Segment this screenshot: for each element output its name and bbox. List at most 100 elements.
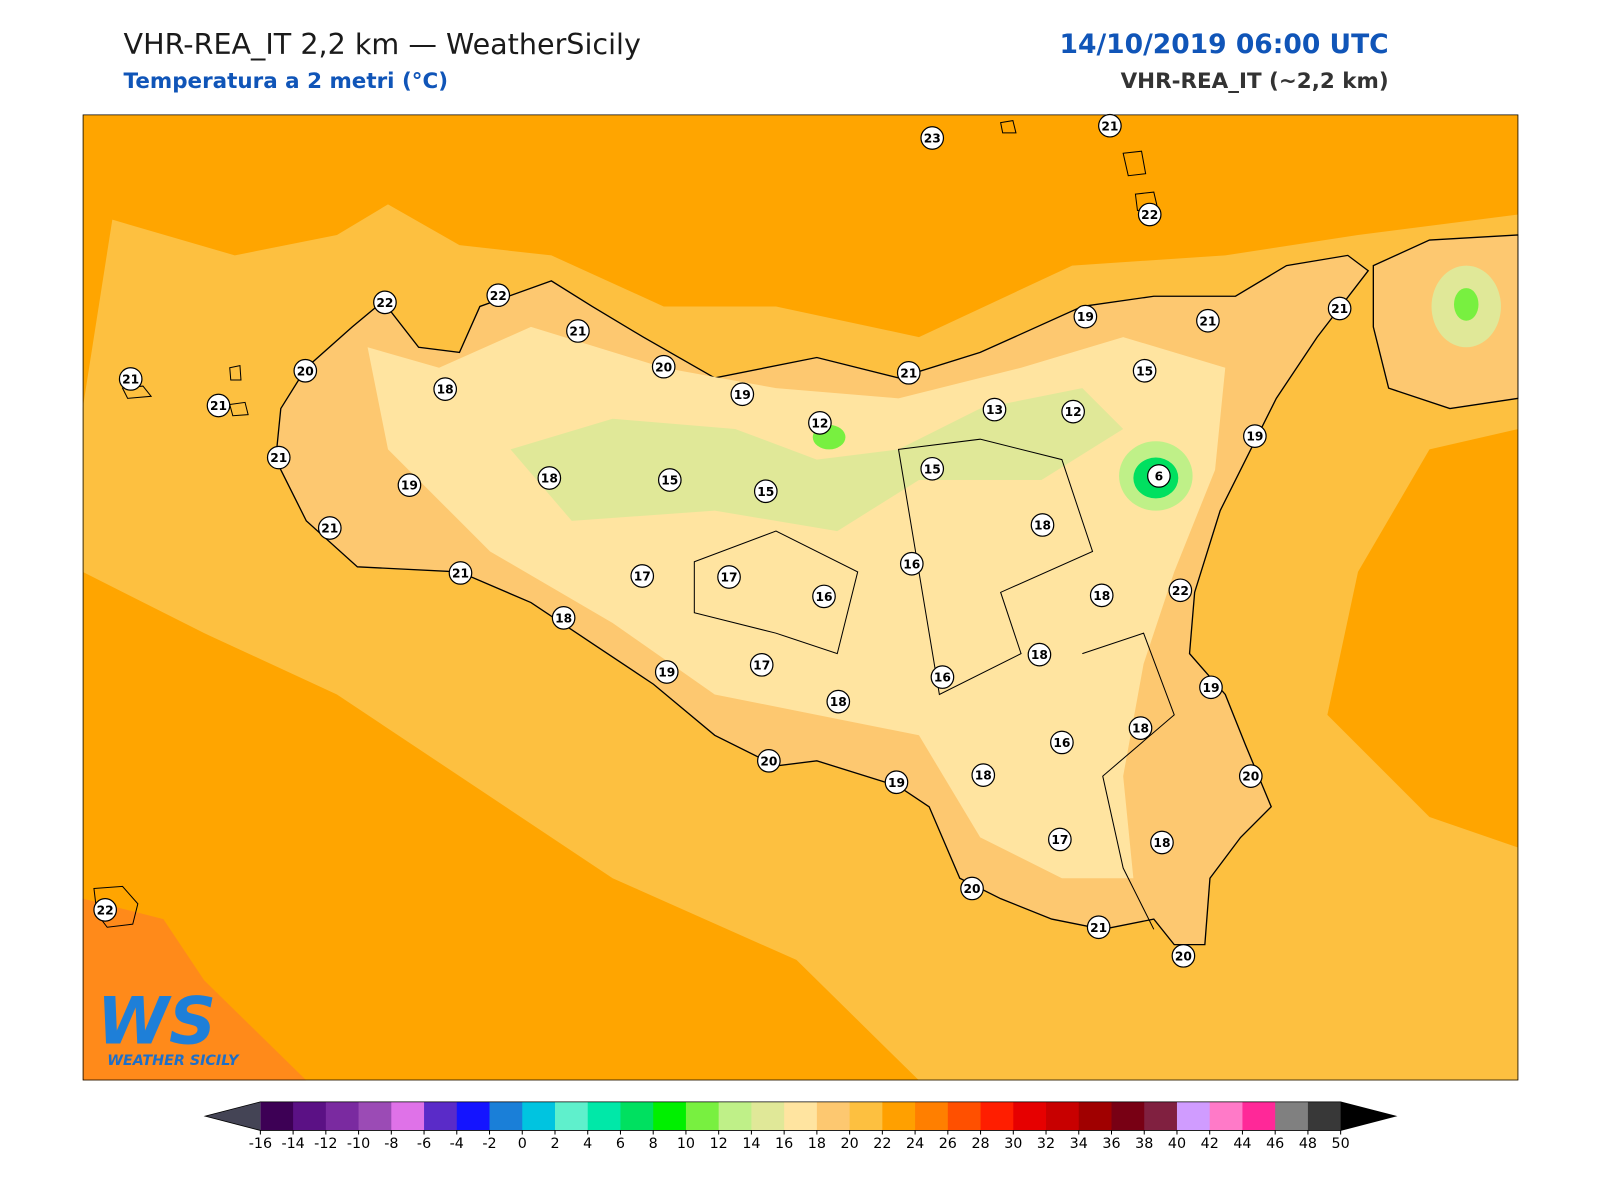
station-marker [1171, 943, 1196, 968]
station-marker [1327, 296, 1352, 321]
station-marker [206, 393, 231, 418]
colorbar-tick-label: -2 [482, 1136, 496, 1152]
station-marker [1086, 915, 1111, 940]
station-marker [397, 473, 422, 497]
station-value: 15 [924, 462, 941, 476]
colorbar-swatch [1078, 1101, 1113, 1131]
station-marker [749, 652, 774, 677]
station-value: 16 [1053, 736, 1070, 750]
colorbar-tick-label: 50 [1332, 1136, 1350, 1152]
warm-patch [82, 898, 307, 1081]
colorbar-tick-label: 6 [616, 1136, 625, 1152]
station-marker [717, 565, 741, 589]
colorbar-tick-label: 42 [1201, 1136, 1219, 1152]
logo-name: WEATHER SICILY [107, 1053, 240, 1069]
station-marker [812, 584, 836, 609]
station-marker [448, 561, 473, 585]
colorbar-swatch [522, 1101, 556, 1131]
colorbar-swatch [653, 1101, 687, 1131]
colorbar-swatch [1013, 1101, 1047, 1131]
colorbar-tick-label: -10 [347, 1136, 370, 1152]
station-value: 21 [321, 522, 338, 536]
station-value: 19 [658, 666, 675, 680]
islands [93, 120, 1175, 930]
colorbar-swatch [915, 1101, 949, 1131]
colorbar-swatch [1275, 1101, 1309, 1131]
colorbar-swatch [751, 1101, 785, 1131]
station-marker [651, 354, 676, 379]
station-value: 17 [1051, 833, 1068, 847]
colorbar-tick-label: 32 [1037, 1136, 1055, 1152]
colorbar-swatch [325, 1101, 360, 1131]
colorbar-over [1340, 1101, 1396, 1131]
station-value: 23 [924, 132, 941, 146]
station-marker [753, 479, 778, 504]
station-value: 12 [811, 416, 828, 430]
station-marker [1027, 642, 1052, 667]
colorbar-swatch [358, 1101, 392, 1131]
station-value: 16 [903, 557, 920, 571]
station-marker [486, 283, 511, 308]
colorbar-swatch [718, 1101, 752, 1131]
colorbar-tick-label: -14 [281, 1136, 304, 1152]
station-marker [266, 445, 291, 470]
colorbar-tick-label: 26 [939, 1136, 957, 1152]
colorbar-swatch [1176, 1101, 1211, 1131]
station-value: 22 [1172, 584, 1189, 598]
station-value: 20 [655, 360, 672, 374]
colorbar-tick-label: 30 [1004, 1136, 1022, 1152]
station-marker [1050, 730, 1074, 755]
station-value: 19 [401, 479, 418, 493]
colorbar: -16 -14 -12 -10 -8 -6 -4 -2 0 2 4 6 8 10 12 14 16 18 20 22 2… [203, 1101, 1398, 1152]
station-value: 15 [1136, 364, 1153, 378]
colorbar-tick-label: 36 [1102, 1136, 1120, 1152]
station-value: 21 [1101, 119, 1118, 133]
model: VHR-REA_IT (~2,2 km) [1121, 69, 1389, 94]
colorbar-swatch [1144, 1101, 1178, 1131]
station-marker [1030, 513, 1055, 537]
station-value: 22 [97, 903, 114, 917]
station-marker [1150, 830, 1174, 855]
colorbar-tick-label: 16 [775, 1136, 793, 1152]
colorbar-swatch [1046, 1101, 1080, 1131]
stations: 23 21 22 22 22 21 20 21 21 18 21 19 21 20 19 12 21 19 21 21… [93, 113, 1352, 968]
colorbar-under [205, 1101, 261, 1131]
station-marker [566, 319, 590, 343]
station-marker [657, 468, 682, 492]
logo-mark: WS [97, 984, 216, 1060]
station-marker [1073, 304, 1098, 329]
station-marker [884, 770, 909, 795]
colorbar-swatch [587, 1101, 621, 1131]
station-marker [920, 456, 945, 481]
station-marker [1243, 424, 1267, 448]
station-marker [1061, 399, 1085, 424]
station-marker [551, 606, 576, 630]
colorbar-swatch [489, 1101, 523, 1131]
station-value: 21 [210, 399, 227, 413]
station-marker [317, 516, 342, 540]
station-value: 18 [1093, 589, 1110, 603]
station-value: 18 [1034, 519, 1051, 533]
colorbar-swatch [784, 1101, 818, 1131]
colorbar-swatch [1111, 1101, 1145, 1131]
station-value: 13 [986, 403, 1003, 417]
colorbar-tick-label: 4 [583, 1136, 592, 1152]
station-value: 20 [297, 364, 314, 378]
station-marker [757, 748, 781, 773]
station-marker [899, 551, 924, 576]
colorbar-swatch [456, 1101, 491, 1131]
colorbar-tick-label: 0 [518, 1136, 527, 1152]
station-marker [1128, 716, 1153, 740]
colorbar-tick-label: 2 [550, 1136, 559, 1152]
station-value: 18 [437, 383, 454, 397]
colorbar-tick-label: 24 [906, 1136, 924, 1152]
calabria-peak [1453, 288, 1479, 321]
colorbar-tick-label: -6 [417, 1136, 431, 1152]
title: VHR-REA_IT 2,2 km — WeatherSicily [124, 27, 641, 61]
colorbar-tick-label: 12 [710, 1136, 728, 1152]
colorbar-swatch [424, 1101, 458, 1131]
station-value: 18 [830, 695, 847, 709]
colorbar-swatch [947, 1101, 982, 1131]
station-marker [1147, 464, 1171, 488]
